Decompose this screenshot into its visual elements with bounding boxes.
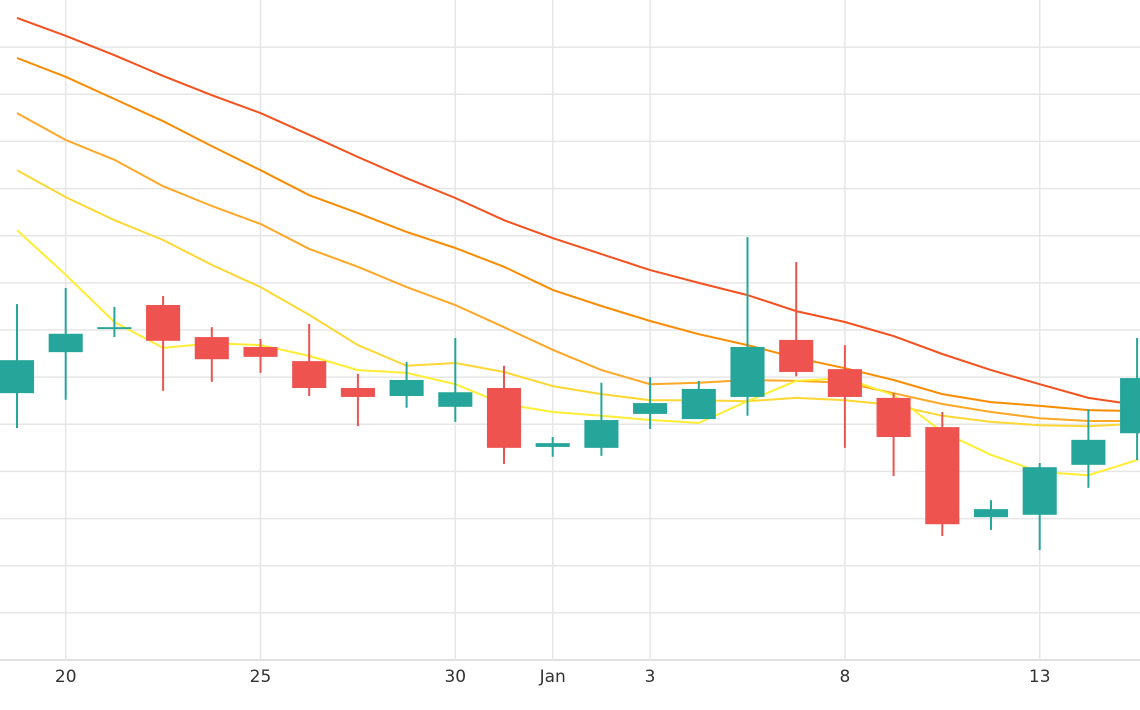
candle-body: [827, 369, 862, 397]
candle-body: [681, 388, 716, 420]
candle-body: [194, 337, 229, 360]
moving-average-line: [16, 112, 1138, 422]
moving-average-line: [16, 16, 1138, 406]
candle-body: [925, 427, 960, 525]
candle-body: [1071, 439, 1106, 465]
x-tick-label: 20: [55, 667, 77, 687]
candle-body: [584, 420, 619, 448]
candle-body: [1022, 467, 1057, 515]
candle-body: [633, 403, 668, 414]
candle-body: [438, 392, 473, 407]
candle-body: [97, 327, 132, 330]
candle-body: [973, 509, 1009, 518]
x-tick-label: 30: [444, 667, 466, 687]
candle-body: [340, 387, 375, 397]
candle-body: [1120, 378, 1140, 434]
candle-body: [292, 361, 327, 388]
candle-body: [535, 443, 570, 447]
candle-body: [146, 305, 181, 341]
moving-average-line: [16, 169, 1138, 428]
candle-body: [389, 379, 424, 396]
x-tick-label: 8: [839, 667, 850, 687]
x-tick-label: Jan: [539, 667, 566, 687]
x-tick-label: 13: [1029, 667, 1051, 687]
candle-body: [243, 346, 278, 357]
candle-body: [779, 339, 814, 372]
moving-average-line: [16, 57, 1138, 413]
candle-body: [0, 360, 35, 394]
candle-body: [876, 397, 911, 438]
candle-body: [48, 333, 83, 353]
x-tick-label: 25: [250, 667, 272, 687]
candle-body: [730, 346, 765, 397]
x-tick-label: 3: [645, 667, 656, 687]
candle-body: [486, 387, 522, 448]
moving-average-line: [16, 229, 1138, 477]
